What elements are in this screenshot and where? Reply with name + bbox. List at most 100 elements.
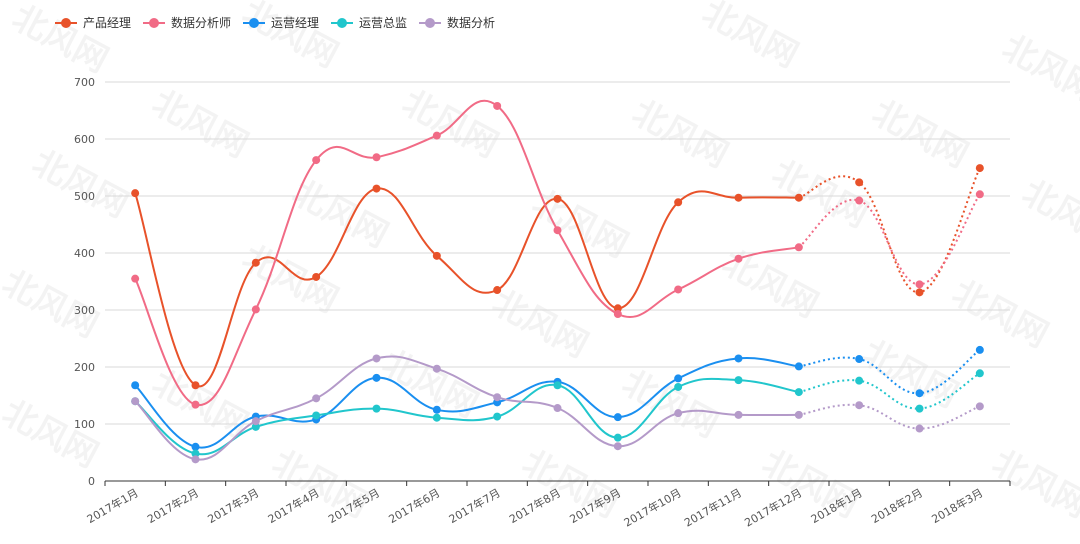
data-point bbox=[553, 226, 562, 235]
data-point bbox=[131, 397, 140, 406]
data-point bbox=[432, 131, 441, 140]
data-point bbox=[312, 394, 321, 403]
legend-item[interactable]: 运营总监 bbox=[331, 16, 407, 30]
watermark-logo: 北风网 bbox=[866, 93, 975, 176]
data-point bbox=[312, 156, 321, 165]
data-point bbox=[493, 412, 502, 421]
data-point bbox=[613, 433, 622, 442]
watermark-logo: 北风网 bbox=[766, 153, 875, 236]
x-tick-label: 2017年1月 bbox=[84, 485, 140, 526]
data-point bbox=[734, 354, 743, 363]
x-tick-label: 2017年3月 bbox=[205, 485, 261, 526]
legend-item[interactable]: 运营经理 bbox=[243, 16, 319, 30]
data-point bbox=[613, 309, 622, 318]
x-tick-label: 2017年8月 bbox=[507, 485, 563, 526]
legend: 产品经理 数据分析师 运营经理 运营总监 数据分析 bbox=[55, 15, 495, 30]
watermark-logo: 北风网 bbox=[146, 83, 255, 166]
data-point bbox=[613, 413, 622, 422]
data-point bbox=[131, 381, 140, 390]
data-point bbox=[191, 449, 200, 458]
y-tick-label: 500 bbox=[74, 190, 95, 203]
data-point bbox=[674, 285, 683, 294]
series-line-forecast bbox=[798, 403, 981, 430]
legend-item[interactable]: 数据分析师 bbox=[143, 15, 231, 30]
data-point bbox=[613, 442, 622, 451]
legend-item[interactable]: 数据分析 bbox=[419, 15, 495, 30]
watermark-logo: 北风网 bbox=[486, 283, 595, 366]
data-point bbox=[372, 373, 381, 382]
y-tick-label: 700 bbox=[74, 76, 95, 89]
data-point bbox=[493, 286, 502, 295]
data-point bbox=[794, 410, 803, 419]
data-point bbox=[493, 101, 502, 110]
data-point bbox=[493, 393, 502, 402]
data-point bbox=[975, 369, 984, 378]
data-point bbox=[915, 280, 924, 289]
data-point bbox=[794, 362, 803, 371]
data-point bbox=[915, 424, 924, 433]
watermark-logo: 北风网 bbox=[6, 0, 115, 81]
y-tick-label: 400 bbox=[74, 247, 95, 260]
data-point bbox=[975, 164, 984, 173]
data-point bbox=[432, 413, 441, 422]
data-point bbox=[674, 198, 683, 207]
data-point bbox=[372, 184, 381, 193]
legend-item[interactable]: 产品经理 bbox=[55, 16, 131, 30]
watermark-logo: 北风网 bbox=[996, 28, 1080, 111]
data-point bbox=[975, 402, 984, 411]
data-point bbox=[131, 189, 140, 198]
watermark-logo: 北风网 bbox=[0, 393, 105, 476]
data-point bbox=[553, 194, 562, 203]
data-point bbox=[251, 422, 260, 431]
x-tick-label: 2018年3月 bbox=[929, 485, 985, 526]
data-point bbox=[855, 355, 864, 364]
data-point bbox=[191, 442, 200, 451]
series-line-forecast bbox=[798, 372, 981, 410]
data-point bbox=[432, 251, 441, 260]
data-point bbox=[553, 404, 562, 413]
legend-swatch-dot bbox=[149, 18, 159, 28]
data-point bbox=[734, 193, 743, 202]
series-line-forecast bbox=[798, 193, 981, 286]
watermark-logo: 北风网 bbox=[946, 273, 1055, 356]
x-tick-label: 2017年12月 bbox=[742, 485, 804, 529]
x-tick-label: 2017年7月 bbox=[446, 485, 502, 526]
data-point bbox=[915, 389, 924, 398]
legend-swatch-dot bbox=[337, 18, 347, 28]
data-point bbox=[372, 354, 381, 363]
watermark-logo: 北风网 bbox=[236, 0, 345, 76]
data-point bbox=[613, 304, 622, 313]
data-point bbox=[372, 404, 381, 413]
series-line-forecast bbox=[798, 349, 981, 395]
watermark-logo: 北风网 bbox=[696, 0, 805, 76]
series-line-solid bbox=[134, 99, 799, 406]
legend-label: 运营总监 bbox=[359, 16, 407, 30]
data-point bbox=[251, 305, 260, 314]
series-layer bbox=[131, 99, 984, 464]
data-point bbox=[734, 376, 743, 385]
legend-swatch-dot bbox=[61, 18, 71, 28]
series-line-forecast bbox=[798, 167, 981, 294]
watermark-logo: 北风网 bbox=[626, 93, 735, 176]
y-tick-label: 300 bbox=[74, 304, 95, 317]
data-point bbox=[915, 288, 924, 297]
data-point bbox=[553, 381, 562, 390]
watermark-logo: 北风网 bbox=[396, 83, 505, 166]
watermark-logo: 北风网 bbox=[26, 143, 135, 226]
data-point bbox=[855, 178, 864, 187]
data-point bbox=[855, 401, 864, 410]
data-point bbox=[915, 404, 924, 413]
watermark-logo: 北风网 bbox=[986, 443, 1080, 526]
series-line-solid bbox=[134, 187, 799, 388]
watermark-logo: 北风网 bbox=[1016, 173, 1080, 256]
legend-swatch-dot bbox=[425, 18, 435, 28]
data-point bbox=[131, 274, 140, 283]
data-point bbox=[674, 409, 683, 418]
x-tick-label: 2017年11月 bbox=[682, 485, 744, 529]
data-point bbox=[855, 196, 864, 205]
data-point bbox=[975, 345, 984, 354]
x-tick-label: 2017年10月 bbox=[621, 485, 683, 529]
y-tick-label: 100 bbox=[74, 418, 95, 431]
